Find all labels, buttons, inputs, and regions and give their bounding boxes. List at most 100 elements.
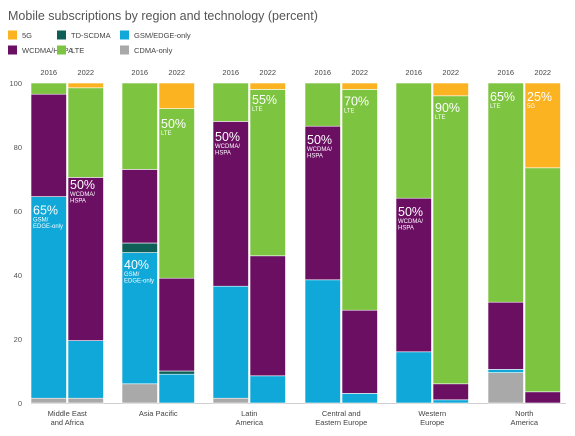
legend-swatch-cdma-only — [120, 45, 129, 55]
y-tick-label: 40 — [14, 271, 22, 280]
year-labels: 2016 2022 2016 2022 2016 2022 2016 2022 2016 2022… — [40, 68, 551, 77]
legend-swatch-5g — [8, 30, 17, 40]
legend-label-5g: 5G — [22, 31, 32, 40]
bar-segment-lte — [524, 167, 561, 393]
legend-swatch-td-scdma — [57, 30, 66, 40]
annotation-label: WCDMA/ — [215, 144, 240, 150]
annotation-percent: 50% — [215, 130, 240, 144]
annotation-label: WCDMA/ — [307, 147, 332, 153]
bar-segment-lte — [30, 82, 67, 95]
year-label: 2022 — [168, 68, 185, 77]
category-label: Asia Pacific — [139, 409, 178, 418]
bar-segment-5g — [249, 82, 286, 90]
year-label: 2022 — [351, 68, 368, 77]
bar-segment-cdma-only — [30, 397, 67, 404]
bar-segment-lte — [304, 82, 341, 127]
bar-segment-td-scdma — [158, 370, 195, 375]
bar-segment-gsm-edge-only — [249, 375, 286, 404]
annotation-percent: 50% — [398, 205, 423, 219]
bar-segment-lte — [158, 108, 195, 279]
annotation-label: HSPA — [398, 226, 414, 232]
annotation-label: LTE — [344, 109, 355, 115]
bar-segment-gsm-edge-only — [395, 351, 432, 404]
category-label: Western — [418, 409, 446, 418]
annotation-percent: 65% — [490, 90, 515, 104]
bar-segment-gsm-edge-only — [487, 369, 524, 373]
bar-segment-lte — [432, 95, 469, 385]
annotations: 65%GSM/EDGE-only50%WCDMA/HSPA40%GSM/EDGE… — [33, 90, 552, 284]
bar-segment-gsm-edge-only — [304, 279, 341, 404]
bar-segment-wcdma-hspa — [487, 301, 524, 370]
annotation-label: 5G — [527, 104, 535, 110]
bar-segment-lte — [212, 82, 249, 122]
bar-segment-cdma-only — [67, 397, 104, 404]
legend-swatch-lte — [57, 45, 66, 55]
legend-label-lte: LTE — [71, 46, 84, 55]
bar-segment-5g — [341, 82, 378, 90]
bar-segment-gsm-edge-only — [341, 393, 378, 404]
year-label: 2022 — [442, 68, 459, 77]
bar-segment-gsm-edge-only — [212, 285, 249, 399]
annotation-percent: 90% — [435, 101, 460, 115]
annotation-label: LTE — [161, 131, 172, 137]
annotation-label: GSM/ — [124, 272, 140, 278]
annotation-label: HSPA — [215, 150, 231, 156]
category-label: Europe — [420, 418, 444, 427]
bar-segment-wcdma-hspa — [30, 93, 67, 197]
annotation-percent: 65% — [33, 203, 58, 217]
bar-segment-gsm-edge-only — [67, 340, 104, 399]
bar-segment-td-scdma — [121, 242, 158, 253]
category-label: Eastern Europe — [315, 418, 367, 427]
category-label: North — [515, 409, 533, 418]
y-tick-label: 0 — [18, 399, 22, 408]
bars — [30, 82, 561, 404]
annotation-label: LTE — [252, 107, 263, 113]
bar-segment-wcdma-hspa — [67, 177, 104, 341]
bar-segment-lte — [121, 82, 158, 170]
annotation-label: GSM/ — [33, 217, 49, 223]
bar-segment-wcdma-hspa — [121, 169, 158, 244]
annotation-percent: 70% — [344, 95, 369, 109]
category-label: America — [510, 418, 538, 427]
annotation-label: WCDMA/ — [398, 219, 423, 225]
bar-segment-lte — [249, 89, 286, 257]
bar-segment-lte — [341, 89, 378, 311]
legend-label-wcdma-hspa: WCDMA/HSPA — [22, 46, 73, 55]
bar-segment-gsm-edge-only — [158, 373, 195, 404]
bar-segment-cdma-only — [121, 383, 158, 404]
y-tick-label: 60 — [14, 207, 22, 216]
year-label: 2016 — [405, 68, 422, 77]
annotation-label: WCDMA/ — [70, 192, 95, 198]
year-label: 2016 — [131, 68, 148, 77]
annotation-percent: 50% — [307, 133, 332, 147]
category-label: Middle East — [48, 409, 88, 418]
category-label: Latin — [241, 409, 257, 418]
annotation-label: LTE — [490, 104, 501, 110]
category-label: and Africa — [51, 418, 85, 427]
bar-segment-5g — [158, 82, 195, 109]
bar-segment-5g — [524, 82, 561, 169]
year-label: 2022 — [77, 68, 94, 77]
y-tick-label: 80 — [14, 143, 22, 152]
annotation-percent: 50% — [70, 178, 95, 192]
bar-segment-cdma-only — [487, 372, 524, 404]
year-label: 2016 — [40, 68, 57, 77]
annotation-percent: 25% — [527, 90, 552, 104]
legend-label-gsm-edge-only: GSM/EDGE-only — [134, 31, 191, 40]
year-label: 2016 — [314, 68, 331, 77]
bar-segment-lte — [395, 82, 432, 199]
y-tick-label: 20 — [14, 335, 22, 344]
category-label: America — [235, 418, 263, 427]
bar-segment-wcdma-hspa — [432, 383, 469, 401]
bar-segment-cdma-only — [212, 397, 249, 404]
bar-segment-gsm-edge-only — [432, 399, 469, 404]
chart-title: Mobile subscriptions by region and techn… — [8, 9, 318, 23]
annotation-percent: 55% — [252, 93, 277, 107]
y-axis: 0 20 40 60 80 100 — [9, 79, 566, 408]
bar-segment-wcdma-hspa — [341, 309, 378, 394]
bar-segment-5g — [67, 82, 104, 89]
legend-swatch-wcdma-hspa — [8, 45, 17, 55]
annotation-percent: 50% — [161, 117, 186, 131]
bar-segment-wcdma-hspa — [158, 277, 195, 372]
